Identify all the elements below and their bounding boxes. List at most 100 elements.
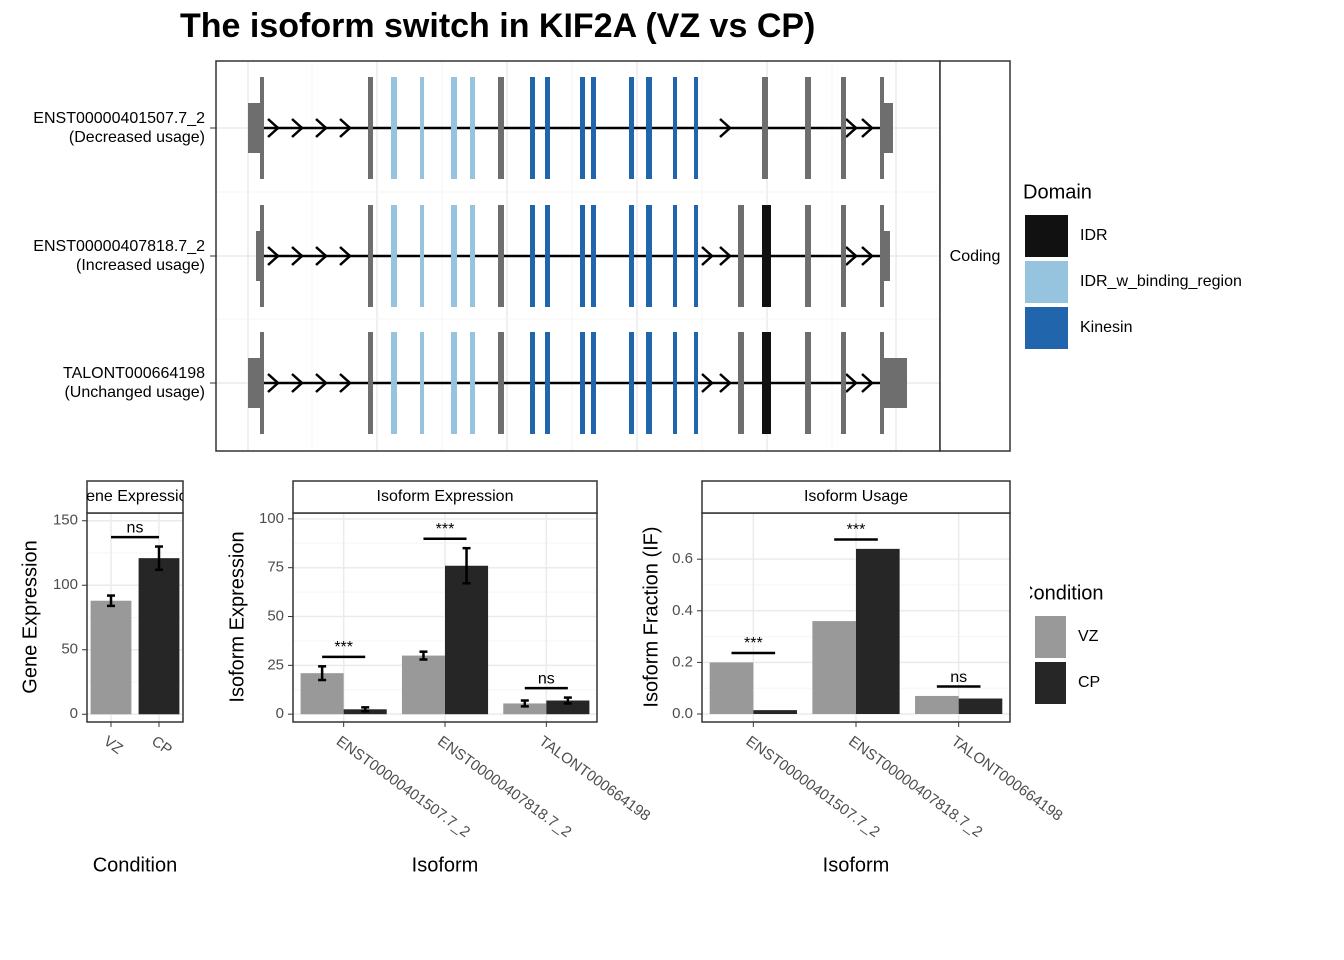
bar (958, 698, 1003, 715)
bar (915, 695, 959, 715)
significance-label: *** (847, 522, 866, 539)
facet-label: Coding (950, 248, 1001, 265)
strand-arrow (267, 118, 280, 138)
exon (673, 77, 677, 179)
error-bar (462, 546, 471, 585)
y-tick-label: 75 (267, 559, 284, 576)
error-bar (107, 594, 115, 608)
x-axis-title: Condition (93, 854, 178, 876)
facet-strip (701, 480, 1011, 514)
exon (841, 205, 846, 307)
y-axis-title: Isoform Expression (226, 531, 248, 702)
facet-strip (292, 480, 598, 514)
bar (90, 600, 132, 715)
significance-label: *** (334, 639, 353, 656)
x-tick-label: TALONT000664198 (948, 733, 1066, 825)
exon (391, 77, 397, 179)
exon (545, 77, 550, 179)
exon (248, 103, 262, 153)
strand-arrow (315, 246, 328, 266)
y-tick-label: 0.4 (672, 602, 693, 619)
legend-title: Condition (1019, 582, 1104, 604)
exon (762, 332, 771, 434)
exon (545, 205, 550, 307)
strand-arrow (701, 246, 714, 266)
isoform-name: ENST00000407818.7_2 (33, 238, 205, 255)
bar (401, 655, 445, 715)
exon (580, 332, 585, 434)
exon (738, 205, 744, 307)
y-axis-title: Gene Expression (19, 540, 41, 693)
y-tick-label: 0 (70, 705, 78, 722)
exon (530, 332, 535, 434)
strand-arrow (719, 118, 732, 138)
y-tick-label: 50 (61, 641, 78, 658)
exon (841, 77, 846, 179)
strand-arrow (315, 373, 328, 393)
strand-arrow (719, 373, 732, 393)
error-bar (155, 545, 163, 572)
strand-arrow (339, 246, 352, 266)
legend-swatch (1025, 307, 1068, 349)
exon (451, 205, 457, 307)
exon (580, 77, 585, 179)
y-tick-label: 0.2 (672, 653, 693, 670)
exon (880, 205, 884, 307)
figure-title: The isoform switch in KIF2A (VZ vs CP) (180, 7, 815, 45)
legend-label: IDR (1080, 227, 1108, 244)
exon (673, 205, 677, 307)
significance-label: ns (538, 670, 555, 687)
strand-arrow (339, 373, 352, 393)
bar (546, 700, 590, 715)
exon (260, 77, 264, 179)
exon (451, 332, 457, 434)
error-bar (419, 650, 428, 661)
exon (260, 332, 264, 434)
legend-label: IDR_w_binding_region (1080, 273, 1242, 290)
strand-arrow (701, 373, 714, 393)
error-bar (318, 665, 327, 682)
exon (260, 205, 264, 307)
strand-arrow (861, 118, 874, 138)
exon (248, 358, 262, 408)
bar (503, 703, 547, 715)
bar (812, 621, 856, 715)
isoform-usage: (Unchanged usage) (64, 384, 205, 401)
transcript-plot: ENST00000401507.7_2 (Decreased usage) ENST… (33, 60, 1242, 452)
exon (880, 77, 884, 179)
facet-label: Gene Expression (74, 488, 197, 505)
exon (545, 332, 550, 434)
exon (591, 205, 596, 307)
exon (530, 77, 535, 179)
exon (451, 77, 457, 179)
exon (646, 77, 652, 179)
bar (753, 710, 797, 715)
facet-label: Isoform Usage (804, 488, 908, 505)
exon (694, 205, 698, 307)
exon (841, 332, 846, 434)
legend-label: VZ (1078, 628, 1099, 645)
strand-arrow (845, 373, 858, 393)
exon (882, 358, 907, 408)
strand-arrow (845, 246, 858, 266)
facet-strip (86, 480, 184, 514)
exon (368, 205, 373, 307)
exon (629, 205, 634, 307)
x-axis-title: Isoform (823, 854, 890, 876)
bar (709, 662, 754, 715)
exon (805, 205, 811, 307)
exon (420, 205, 424, 307)
significance-label: ns (950, 669, 967, 686)
strand-arrow (267, 373, 280, 393)
exon (368, 332, 373, 434)
strand-arrow (315, 118, 328, 138)
strand-arrow (861, 246, 874, 266)
strand-arrow (267, 246, 280, 266)
exon (470, 332, 475, 434)
exon (738, 332, 744, 434)
strand-arrow (339, 118, 352, 138)
strand-arrow (291, 118, 304, 138)
strand-arrow (291, 373, 304, 393)
exon (470, 205, 475, 307)
